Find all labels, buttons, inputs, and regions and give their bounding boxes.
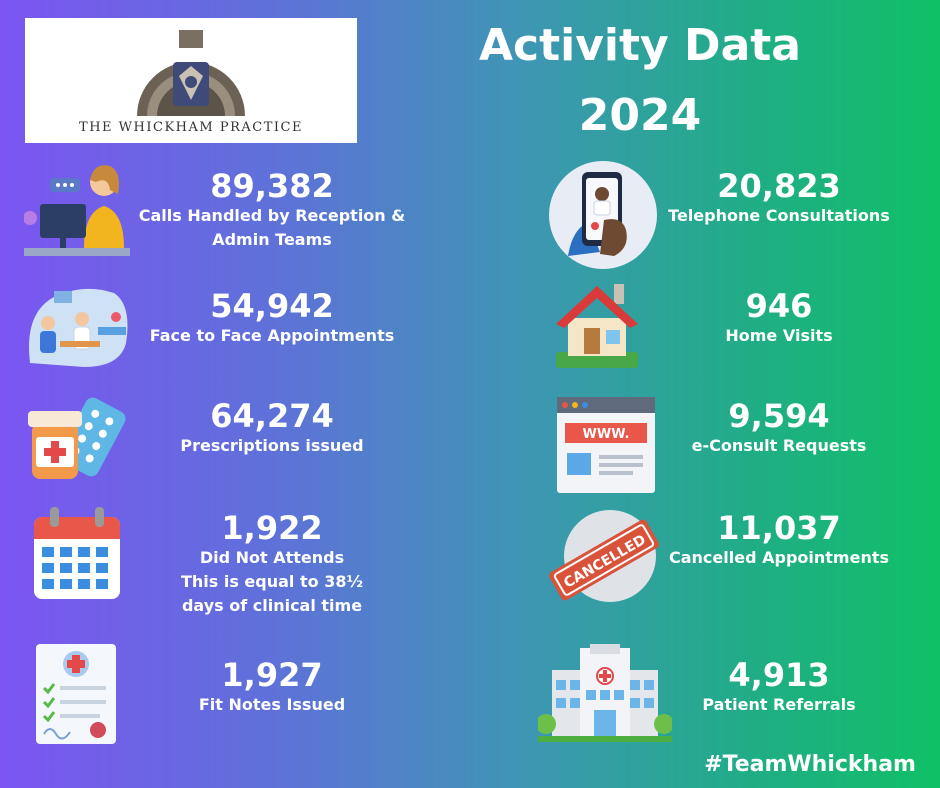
practice-logo: THE WHICKHAM PRACTICE [25, 18, 357, 143]
stat-label: Face to Face Appointments [149, 326, 395, 345]
phone-doctor-icon [548, 160, 658, 274]
page-title-year: 2024 [578, 90, 702, 141]
stat-label: Cancelled Appointments [669, 548, 889, 567]
stat-econsult: 9,594 e-Consult Requests [648, 398, 910, 458]
stat-calls: 89,382 Calls Handled by Reception & Admi… [136, 168, 408, 252]
stat-referrals: 4,913 Patient Referrals [648, 657, 910, 717]
hospital-icon [536, 644, 674, 748]
stat-label: Calls Handled by Reception & [138, 206, 406, 225]
hashtag: #TeamWhickham [704, 752, 916, 777]
stat-value: 946 [745, 287, 813, 325]
stat-value: 9,594 [728, 397, 830, 435]
stat-label: This is equal to 38½ [180, 572, 364, 591]
stat-value: 11,037 [717, 509, 841, 547]
stat-prescriptions: 64,274 Prescriptions issued [136, 398, 408, 458]
practice-name: THE WHICKHAM PRACTICE [79, 120, 303, 135]
stat-label: Prescriptions issued [180, 436, 364, 455]
page-title: Activity Data [479, 20, 801, 71]
receptionist-headset-icon [23, 160, 130, 266]
stat-value: 89,382 [210, 167, 334, 205]
stat-label: Telephone Consultations [668, 206, 890, 225]
stat-home-visits: 946 Home Visits [648, 288, 910, 348]
stat-label: days of clinical time [181, 596, 363, 615]
stat-label: Admin Teams [212, 230, 332, 249]
browser-window-icon: WWW. [557, 397, 655, 497]
stat-value: 54,942 [210, 287, 334, 325]
stat-cancelled: 11,037 Cancelled Appointments [648, 510, 910, 570]
stat-value: 64,274 [210, 397, 334, 435]
browser-url-text: WWW. [583, 427, 630, 442]
cancelled-stamp-icon: CANCELLED [544, 504, 666, 612]
crest-arch-icon [137, 30, 245, 116]
stat-label: Patient Referrals [702, 695, 856, 714]
stat-value: 20,823 [717, 167, 841, 205]
medicine-pills-icon [22, 393, 130, 489]
stat-value: 1,922 [221, 509, 323, 547]
stat-value: 4,913 [728, 656, 830, 694]
stat-label: e-Consult Requests [691, 436, 867, 455]
stat-did-not-attend: 1,922 Did Not Attends This is equal to 3… [136, 510, 408, 618]
medical-form-icon [36, 644, 118, 750]
doctor-consultation-icon [24, 283, 132, 373]
stat-face-to-face: 54,942 Face to Face Appointments [136, 288, 408, 348]
stat-label: Home Visits [725, 326, 833, 345]
calendar-icon [32, 507, 122, 605]
stat-label: Did Not Attends [199, 548, 345, 567]
stat-label: Fit Notes Issued [198, 695, 346, 714]
house-icon [554, 280, 640, 374]
stat-telephone-consultations: 20,823 Telephone Consultations [648, 168, 910, 228]
stat-fit-notes: 1,927 Fit Notes Issued [136, 657, 408, 717]
stat-value: 1,927 [221, 656, 323, 694]
